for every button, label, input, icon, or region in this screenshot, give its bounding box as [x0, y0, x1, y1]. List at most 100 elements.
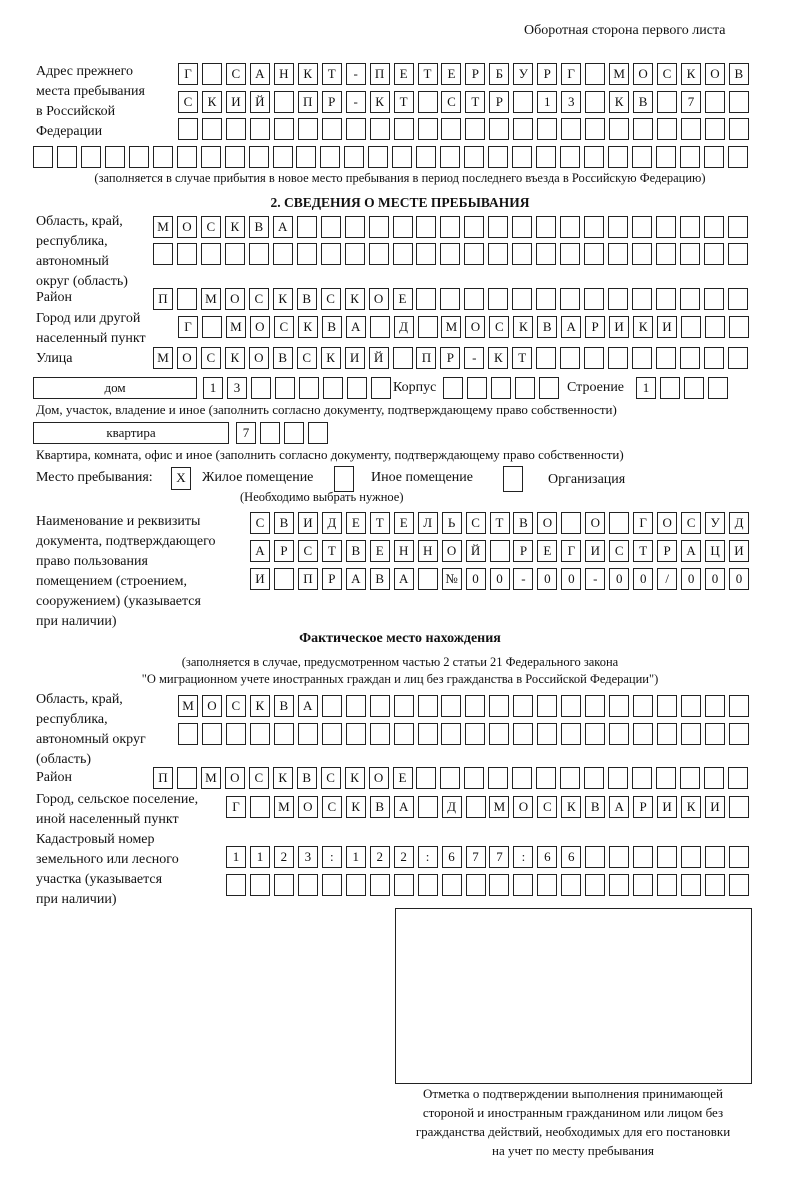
stay-option-organization-checkbox[interactable] — [503, 466, 523, 492]
char-cell[interactable] — [512, 288, 533, 310]
char-cell[interactable] — [488, 767, 509, 789]
char-cell[interactable]: К — [272, 288, 293, 310]
char-cell[interactable] — [608, 216, 629, 238]
char-cell[interactable] — [655, 767, 676, 789]
char-cell[interactable] — [727, 288, 748, 310]
char-cell[interactable] — [513, 91, 534, 113]
char-cell[interactable] — [490, 377, 511, 399]
char-cell[interactable]: 1 — [636, 377, 656, 399]
char-cell[interactable]: 3 — [297, 846, 318, 868]
char-cell[interactable] — [417, 723, 438, 745]
char-cell[interactable]: Т — [512, 347, 533, 369]
char-cell[interactable] — [559, 146, 580, 168]
char-cell[interactable]: 7 — [236, 422, 256, 444]
char-cell[interactable]: О — [441, 540, 462, 562]
char-cell[interactable]: Г — [226, 796, 246, 818]
char-cell[interactable] — [272, 146, 293, 168]
char-cell[interactable] — [632, 243, 652, 265]
char-cell[interactable]: 0 — [537, 568, 558, 590]
char-cell[interactable] — [584, 243, 605, 265]
char-cell[interactable]: П — [153, 767, 173, 789]
char-cell[interactable] — [273, 118, 294, 140]
char-cell[interactable] — [609, 118, 630, 140]
char-cell[interactable]: Т — [417, 63, 438, 85]
char-cell[interactable] — [705, 846, 725, 868]
char-cell[interactable] — [727, 767, 748, 789]
char-cell[interactable]: М — [178, 695, 198, 717]
char-cell[interactable]: П — [297, 91, 318, 113]
char-cell[interactable] — [249, 874, 270, 896]
char-cell[interactable] — [440, 767, 461, 789]
char-cell[interactable]: Р — [273, 540, 294, 562]
char-cell[interactable] — [703, 146, 724, 168]
char-cell[interactable] — [657, 723, 677, 745]
char-cell[interactable] — [607, 146, 628, 168]
char-cell[interactable]: А — [249, 63, 270, 85]
korpus-row[interactable] — [443, 377, 563, 399]
char-cell[interactable]: Р — [440, 347, 461, 369]
char-cell[interactable]: 0 — [633, 568, 654, 590]
char-cell[interactable]: К — [201, 91, 222, 113]
char-cell[interactable] — [537, 723, 558, 745]
char-cell[interactable] — [537, 118, 558, 140]
char-cell[interactable] — [417, 118, 438, 140]
char-cell[interactable]: М — [609, 63, 630, 85]
char-cell[interactable]: 6 — [561, 846, 582, 868]
char-cell[interactable] — [585, 91, 606, 113]
char-cell[interactable] — [655, 216, 676, 238]
char-cell[interactable]: № — [441, 568, 462, 590]
char-cell[interactable] — [344, 216, 365, 238]
char-cell[interactable]: - — [513, 568, 534, 590]
char-cell[interactable] — [441, 874, 462, 896]
char-cell[interactable]: / — [657, 568, 678, 590]
char-cell[interactable]: О — [537, 512, 558, 534]
char-cell[interactable] — [259, 422, 280, 444]
char-cell[interactable] — [680, 723, 701, 745]
char-cell[interactable] — [320, 243, 341, 265]
char-cell[interactable] — [274, 377, 295, 399]
char-cell[interactable]: И — [657, 316, 677, 338]
char-cell[interactable]: С — [489, 316, 510, 338]
char-cell[interactable] — [536, 347, 557, 369]
char-cell[interactable] — [321, 695, 342, 717]
char-cell[interactable]: В — [369, 568, 390, 590]
char-cell[interactable] — [488, 146, 509, 168]
char-cell[interactable] — [440, 146, 461, 168]
char-cell[interactable] — [488, 243, 509, 265]
char-cell[interactable]: Т — [369, 512, 390, 534]
char-cell[interactable]: Г — [561, 63, 582, 85]
char-cell[interactable] — [345, 118, 366, 140]
char-cell[interactable] — [152, 146, 173, 168]
char-cell[interactable] — [657, 846, 678, 868]
char-cell[interactable] — [489, 118, 510, 140]
char-cell[interactable] — [560, 216, 581, 238]
char-cell[interactable]: 0 — [705, 568, 726, 590]
char-cell[interactable] — [727, 243, 748, 265]
char-cell[interactable] — [416, 288, 437, 310]
char-cell[interactable] — [705, 874, 725, 896]
char-cell[interactable] — [273, 568, 294, 590]
char-cell[interactable] — [560, 288, 581, 310]
char-cell[interactable]: Г — [633, 512, 654, 534]
char-cell[interactable] — [680, 316, 701, 338]
char-cell[interactable]: А — [393, 568, 414, 590]
char-cell[interactable]: К — [633, 316, 654, 338]
char-cell[interactable]: В — [513, 512, 534, 534]
char-cell[interactable]: - — [345, 63, 366, 85]
char-cell[interactable] — [322, 377, 343, 399]
char-cell[interactable]: К — [345, 796, 366, 818]
char-cell[interactable]: Р — [489, 91, 510, 113]
char-cell[interactable] — [296, 243, 317, 265]
char-cell[interactable] — [703, 767, 724, 789]
char-cell[interactable]: Т — [321, 540, 342, 562]
char-cell[interactable] — [608, 347, 629, 369]
char-cell[interactable]: К — [488, 347, 509, 369]
char-cell[interactable] — [465, 118, 486, 140]
char-cell[interactable] — [392, 347, 413, 369]
char-cell[interactable]: О — [224, 767, 245, 789]
building-row[interactable]: 1 — [636, 377, 732, 399]
char-cell[interactable]: И — [297, 512, 318, 534]
char-cell[interactable] — [489, 540, 510, 562]
